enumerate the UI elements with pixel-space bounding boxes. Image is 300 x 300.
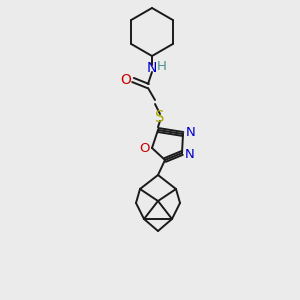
Text: O: O	[121, 73, 131, 87]
Text: H: H	[157, 61, 167, 74]
Text: S: S	[155, 110, 165, 124]
Text: O: O	[140, 142, 150, 154]
Text: N: N	[186, 127, 196, 140]
Text: N: N	[147, 61, 157, 75]
Text: N: N	[185, 148, 195, 160]
